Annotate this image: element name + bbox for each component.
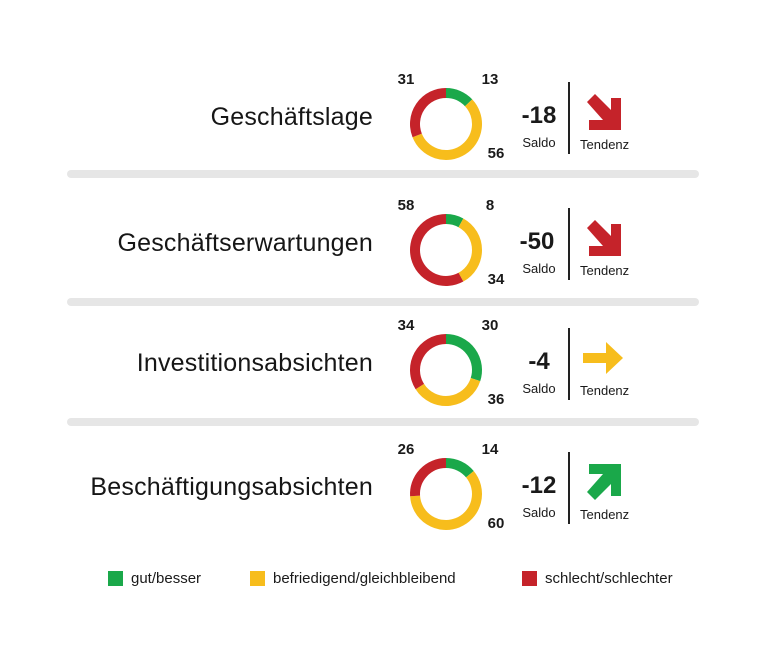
- row-geschaeftslage: Geschäftslage 31 13 56 -18 Saldo Tendenz: [0, 70, 767, 180]
- tendency-label: Tendenz: [580, 507, 630, 522]
- tendency-label: Tendenz: [580, 383, 630, 398]
- slice-bad: [410, 458, 447, 497]
- row-label: Geschäftslage: [210, 103, 373, 131]
- arrow-shape: [583, 342, 623, 374]
- row-label: Beschäftigungsabsichten: [90, 473, 373, 501]
- saldo-label: Saldo: [522, 261, 556, 276]
- value-label-bad: 58: [398, 197, 415, 214]
- value-label-bad: 34: [398, 317, 415, 334]
- value-label-good: 13: [482, 71, 499, 88]
- arrow-shape: [587, 94, 621, 130]
- tendency-arrow-right-icon: [583, 342, 623, 374]
- row-label: Investitionsabsichten: [136, 349, 373, 377]
- tendency-arrow-down-icon: [587, 94, 621, 130]
- slice-neutral: [412, 99, 482, 160]
- value-label-good: 30: [482, 317, 499, 334]
- value-label-bad: 26: [398, 441, 415, 458]
- separator: [67, 418, 699, 426]
- row-beschaeftigungsabsichten: Beschäftigungsabsichten 26 14 60 -12 Saldo…: [0, 440, 767, 550]
- value-label-neutral: 56: [488, 145, 505, 162]
- slice-bad: [410, 334, 447, 390]
- arrow-shape: [587, 464, 621, 500]
- saldo-value: -12: [521, 472, 557, 499]
- slice-neutral: [415, 377, 481, 406]
- saldo-label: Saldo: [522, 505, 556, 520]
- divider-line: [568, 82, 570, 154]
- separator: [67, 170, 699, 178]
- slice-neutral: [458, 218, 482, 282]
- slice-good: [445, 214, 464, 228]
- tendency-label: Tendenz: [580, 263, 630, 278]
- row-investitionsabsichten: Investitionsabsichten 34 30 36 -4 Saldo Te…: [0, 316, 767, 426]
- divider-line: [568, 328, 570, 400]
- legend-item-bad: schlecht/schlechter: [522, 570, 673, 587]
- value-label-neutral: 36: [488, 391, 505, 408]
- legend-item-good: gut/besser: [108, 570, 201, 587]
- value-label-good: 8: [486, 197, 494, 214]
- value-label-bad: 31: [398, 71, 415, 88]
- slice-good: [445, 458, 474, 478]
- value-label-good: 14: [482, 441, 499, 458]
- value-label-neutral: 34: [488, 271, 505, 288]
- arrow-shape: [587, 220, 621, 256]
- legend-label: gut/besser: [131, 570, 202, 587]
- slice-good: [445, 334, 482, 382]
- slice-neutral: [410, 471, 482, 530]
- legend-label: schlecht/schlechter: [545, 570, 673, 587]
- donut-chart: 31 13 56: [398, 71, 505, 162]
- donut-chart: 34 30 36: [398, 317, 505, 408]
- donut-chart: 26 14 60: [398, 441, 505, 532]
- saldo-value: -18: [521, 102, 557, 129]
- slice-bad: [410, 214, 464, 286]
- saldo-value: -50: [519, 228, 555, 255]
- donut-chart: 58 8 34: [398, 197, 505, 288]
- divider-line: [568, 452, 570, 524]
- tendency-arrow-down-icon: [587, 220, 621, 256]
- legend-item-neutral: befriedigend/gleichbleibend: [250, 570, 456, 587]
- separator: [67, 298, 699, 306]
- legend-swatch: [522, 571, 537, 586]
- row-label: Geschäftserwartungen: [117, 229, 373, 257]
- legend-swatch: [250, 571, 265, 586]
- legend-swatch: [108, 571, 123, 586]
- saldo-label: Saldo: [522, 381, 556, 396]
- slice-bad: [410, 88, 447, 138]
- saldo-label: Saldo: [522, 135, 556, 150]
- legend: gut/besser befriedigend/gleichbleibend s…: [0, 570, 767, 594]
- slice-good: [445, 88, 473, 107]
- tendency-arrow-up-icon: [587, 464, 621, 500]
- saldo-value: -4: [528, 348, 550, 375]
- value-label-neutral: 60: [488, 515, 505, 532]
- row-geschaeftserwartungen: Geschäftserwartungen 58 8 34 -50 Saldo Ten…: [0, 196, 767, 306]
- divider-line: [568, 208, 570, 280]
- legend-label: befriedigend/gleichbleibend: [273, 570, 456, 587]
- tendency-label: Tendenz: [580, 137, 630, 152]
